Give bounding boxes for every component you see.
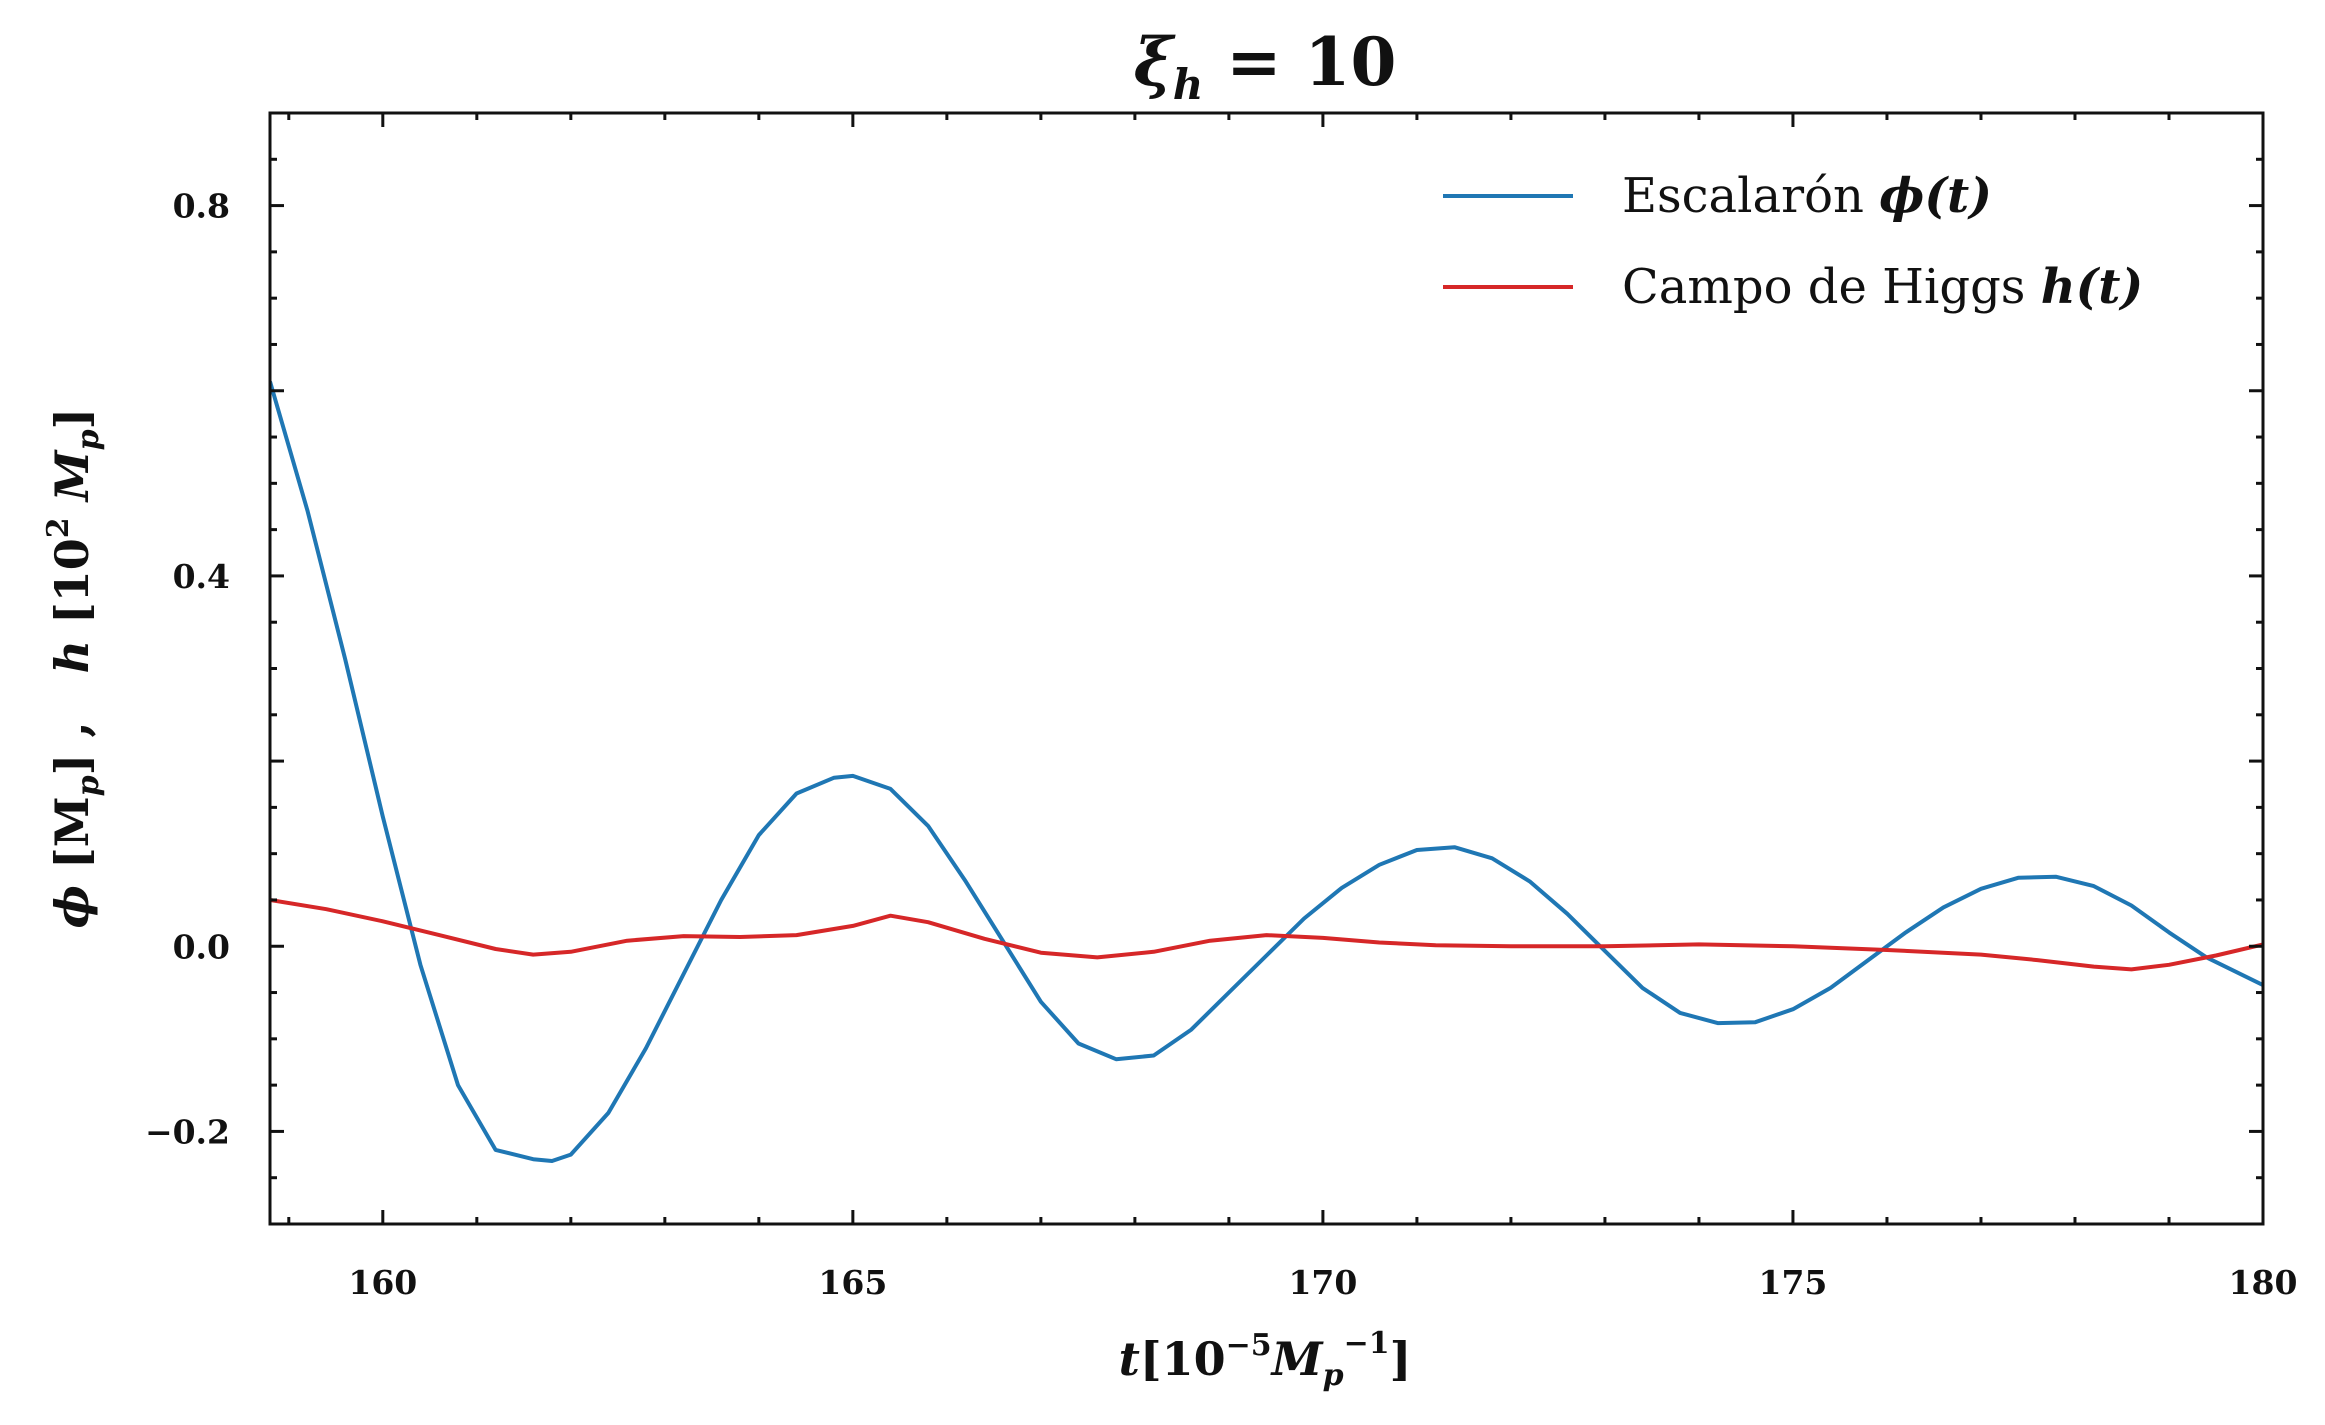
y-tick-label: 0.0	[173, 927, 230, 966]
x-tick-label: 165	[818, 1263, 887, 1302]
legend-label-higgs: Campo de Higgs h(t)	[1622, 259, 2143, 315]
series-layer	[270, 380, 2263, 1163]
x-tick-label: 170	[1288, 1263, 1357, 1302]
x-axis-label: t[10−5Mp−1]	[1119, 1326, 1412, 1393]
legend: Escalarón ϕ(t) Campo de Higgs h(t)	[1443, 168, 2143, 315]
x-tick-labels: 160 165 170 175 180	[348, 1263, 2297, 1302]
y-tick-label: −0.2	[145, 1112, 230, 1151]
tick-layer	[270, 111, 2265, 1224]
x-tick-label: 175	[1759, 1263, 1828, 1302]
x-tick-label: 180	[2229, 1263, 2298, 1302]
y-tick-label: 0.8	[173, 187, 230, 226]
y-tick-label: 0.4	[173, 557, 230, 596]
series-line-escalaron	[270, 380, 2263, 1163]
series-line-higgs	[270, 898, 2263, 972]
y-tick-labels: −0.2 0.0 0.4 0.8	[145, 187, 230, 1152]
x-tick-label: 160	[348, 1263, 417, 1302]
legend-label-escalaron: Escalarón ϕ(t)	[1622, 168, 1992, 224]
y-axis-label: ϕ [Mp] , h [102 Mp]	[41, 408, 106, 929]
chart-title: ξh = 10	[1134, 23, 1397, 109]
